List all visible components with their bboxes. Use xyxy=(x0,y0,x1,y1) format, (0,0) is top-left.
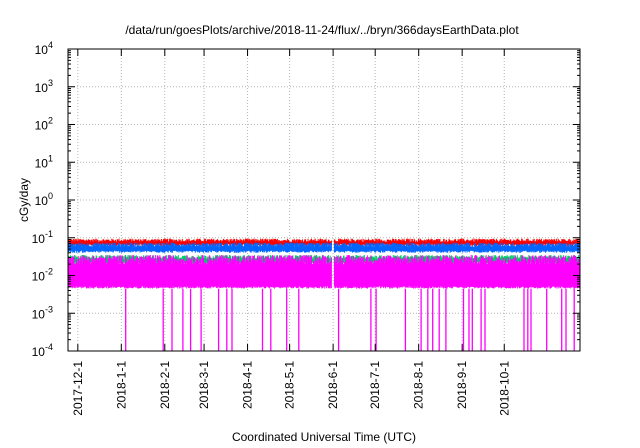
x-tick-label: 2017-12-1 xyxy=(71,361,85,416)
x-tick-label: 2018-7-1 xyxy=(368,361,382,409)
x-tick-label: 2018-1-1 xyxy=(114,361,128,409)
y-tick-label: 100 xyxy=(35,191,53,208)
y-tick-label: 104 xyxy=(35,40,53,57)
y-tick-label: 101 xyxy=(35,153,53,170)
x-tick-label: 2018-2-1 xyxy=(158,361,172,409)
grid xyxy=(68,49,580,351)
series-3-band xyxy=(67,255,581,289)
chart-title: /data/run/goesPlots/archive/2018-11-24/f… xyxy=(125,23,519,37)
x-tick-label: 2018-3-1 xyxy=(197,361,211,409)
y-tick-label: 103 xyxy=(35,78,53,95)
x-tick-label: 2018-10-1 xyxy=(497,361,511,416)
y-tick-label: 102 xyxy=(35,116,53,133)
x-tick-labels: 2017-12-1 2018-1-1 2018-2-1 2018-3-1 2018-4-… xyxy=(71,361,511,416)
x-tick-label: 2018-6-1 xyxy=(326,361,340,409)
series-3-dips xyxy=(125,288,575,351)
x-axis-label: Coordinated Universal Time (UTC) xyxy=(232,430,416,444)
x-tick-label: 2018-5-1 xyxy=(283,361,297,409)
y-axis-label: cGy/day xyxy=(17,178,31,222)
x-tick-label: 2018-9-1 xyxy=(455,361,469,409)
y-tick-label: 10-4 xyxy=(32,342,53,359)
y-tick-label: 10-3 xyxy=(32,304,53,321)
x-tick-label: 2018-8-1 xyxy=(412,361,426,409)
axis-ticks xyxy=(68,48,580,352)
y-tick-labels: 10-4 10-3 10-2 10-1 100 101 102 103 104 xyxy=(32,40,53,359)
y-tick-label: 10-1 xyxy=(32,229,53,246)
y-tick-label: 10-2 xyxy=(32,267,53,284)
x-tick-label: 2018-4-1 xyxy=(241,361,255,409)
series-layer xyxy=(67,238,581,351)
